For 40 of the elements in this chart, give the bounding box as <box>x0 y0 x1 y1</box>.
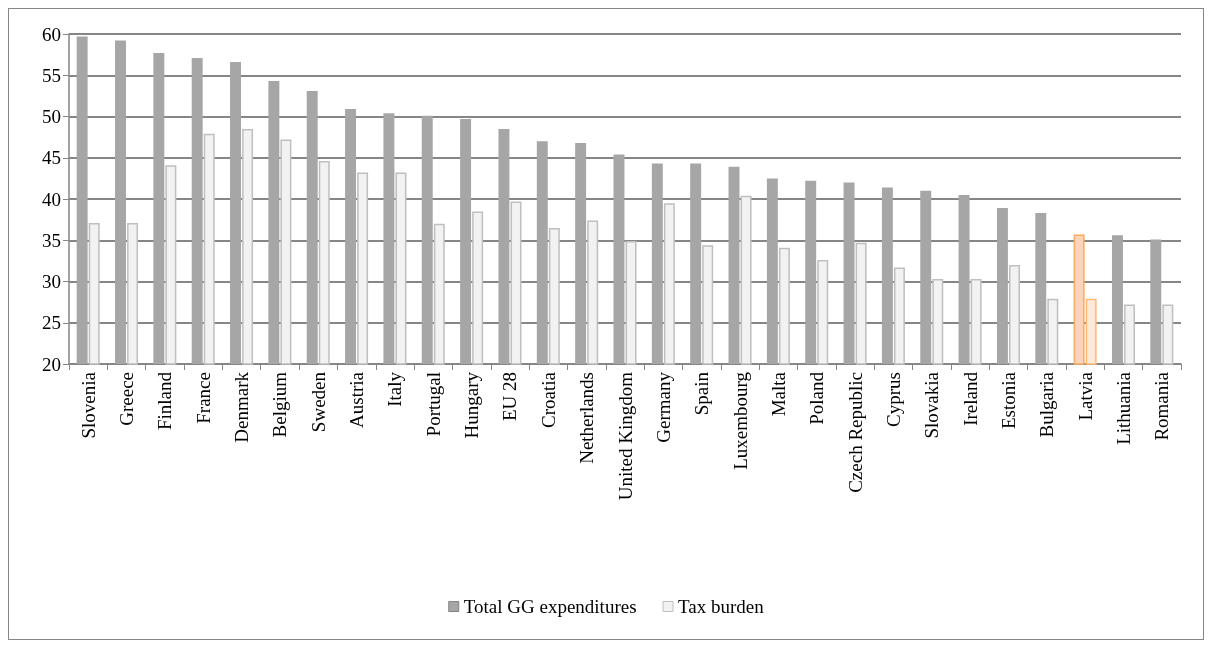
x-tick-label: Netherlands <box>576 372 598 464</box>
x-tick-label: Sweden <box>307 371 329 433</box>
x-tick-label: Finland <box>154 371 176 431</box>
y-tick-label: 55 <box>42 64 61 86</box>
legend-label: Tax burden <box>678 596 765 617</box>
x-tick-label: Slovenia <box>77 371 99 439</box>
x-tick-label: Belgium <box>269 371 291 438</box>
x-tick-label: Croatia <box>537 371 559 428</box>
y-tick-label: 45 <box>42 147 61 169</box>
x-tick-label: Austria <box>346 371 368 428</box>
y-tick-label: 40 <box>42 188 61 210</box>
x-tick-label: Portugal <box>422 372 444 437</box>
x-tick-label: Lithuania <box>1112 371 1134 445</box>
x-tick-label: Luxembourg <box>729 371 751 470</box>
x-tick-label: Hungary <box>461 371 483 439</box>
x-tick-label: Malta <box>767 371 789 417</box>
x-tick-label: Cyprus <box>882 372 904 427</box>
y-tick-label: 35 <box>42 229 61 251</box>
x-tick-label: Czech Republic <box>844 372 866 493</box>
y-tick-label: 30 <box>42 271 61 292</box>
x-tick-label: Italy <box>384 371 406 407</box>
x-tick-label: EU 28 <box>499 372 521 422</box>
x-tick-label: Latvia <box>1074 371 1096 421</box>
y-tick-label: 60 <box>42 23 61 45</box>
x-tick-label: Greece <box>116 372 138 426</box>
legend-label: Total GG expenditures <box>463 596 637 617</box>
x-tick-label: France <box>192 372 214 424</box>
x-tick-label: Estonia <box>997 371 1019 429</box>
x-tick-label: Denmark <box>231 371 253 443</box>
x-tick-label: United Kingdom <box>614 371 636 501</box>
x-tick-label: Spain <box>691 371 713 416</box>
x-tick-label: Germany <box>652 371 674 443</box>
x-tick-label: Bulgaria <box>1036 371 1058 438</box>
y-tick-label: 20 <box>42 353 61 375</box>
x-tick-label: Slovakia <box>921 371 943 439</box>
y-tick-label: 25 <box>42 312 61 334</box>
x-tick-label: Poland <box>806 371 828 425</box>
y-tick-label: 50 <box>42 106 61 127</box>
x-tick-label: Ireland <box>959 371 981 426</box>
x-tick-label: Romania <box>1151 371 1173 441</box>
